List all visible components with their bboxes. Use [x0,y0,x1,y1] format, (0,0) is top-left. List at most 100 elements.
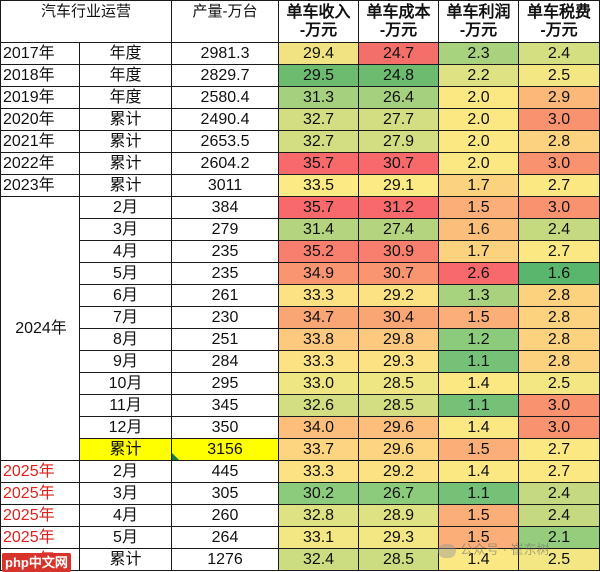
cost-cell: 29.3 [358,350,440,373]
revenue-cell: 32.7 [278,130,360,153]
table-row: 2025年 3月 305 30.2 26.7 1.1 2.4 [0,482,600,505]
period-cell: 累计 [78,174,173,197]
revenue-cell: 34.9 [278,262,360,285]
tax-cell: 2.8 [518,130,600,153]
period-cell: 3月 [78,218,173,241]
tax-cell: 2.7 [518,174,600,197]
profit-cell: 1.5 [438,438,520,461]
table-row: 2022年 累计 2604.2 35.7 30.7 2.0 3.0 [0,152,600,175]
table-row: 9月 284 33.3 29.3 1.1 2.8 [1,350,600,373]
profit-cell: 1.5 [438,504,520,527]
header-row: 汽车行业运营 产量-万台 单车收入 -万元 单车成本 -万元 单车利润 -万元 … [0,0,600,43]
production-cell: 295 [171,372,280,395]
tax-cell: 2.8 [518,350,600,373]
cost-cell: 28.5 [358,372,440,395]
period-cell: 4月 [78,240,173,263]
profit-cell: 1.1 [438,350,520,373]
tax-cell: 1.6 [518,262,600,285]
revenue-cell: 33.3 [278,350,360,373]
production-cell: 2653.5 [171,130,280,153]
profit-cell: 1.4 [438,460,520,483]
production-cell: 251 [171,328,280,351]
year-cell: 2019年 [0,86,80,109]
table-row: 10月 295 33.0 28.5 1.4 2.5 [1,372,600,395]
production-cell: 3011 [171,174,280,197]
tax-cell: 2.8 [518,284,600,307]
table-row: 12月 350 34.0 29.6 1.4 3.0 [1,416,600,439]
tax-cell: 2.5 [518,548,600,571]
profit-cell: 1.4 [438,372,520,395]
revenue-cell: 35.7 [278,196,360,219]
production-cell: 2981.3 [171,42,280,65]
profit-cell: 1.5 [438,306,520,329]
table-title: 汽车行业运营 [0,0,173,43]
production-cell: 2829.7 [171,64,280,87]
year-cell: 2023年 [0,174,80,197]
year-cell: 2025年 [0,504,80,527]
tax-cell: 3.0 [518,152,600,175]
table-row: 6月 261 33.3 29.2 1.3 2.8 [1,284,600,307]
production-cell: 230 [171,306,280,329]
period-cell: 4月 [78,504,173,527]
year-cell: 2025年 [0,460,80,483]
production-cell: 235 [171,240,280,263]
revenue-cell: 33.7 [278,438,360,461]
profit-cell: 1.6 [438,218,520,241]
profit-cell: 1.7 [438,174,520,197]
revenue-cell: 35.7 [278,152,360,175]
profit-cell: 1.4 [438,416,520,439]
tax-cell: 3.0 [518,196,600,219]
period-cell: 7月 [78,306,173,329]
period-cell: 10月 [78,372,173,395]
production-cell: 235 [171,262,280,285]
production-value: 3156 [207,440,243,458]
cost-cell: 27.7 [358,108,440,131]
production-cell: 284 [171,350,280,373]
revenue-cell: 33.3 [278,460,360,483]
period-cell: 5月 [78,526,173,549]
period-cell: 9月 [78,350,173,373]
tax-cell: 2.4 [518,42,600,65]
table-row: 7月 230 34.7 30.4 1.5 2.8 [1,306,600,329]
revenue-cell: 29.5 [278,64,360,87]
cost-cell: 24.8 [358,64,440,87]
site-watermark: php中文网 [2,553,71,572]
tax-cell: 2.7 [518,438,600,461]
col-header-revenue: 单车收入 -万元 [278,0,360,43]
production-cell: 2490.4 [171,108,280,131]
table-row: 2019年 年度 2580.4 31.3 26.4 2.0 2.9 [0,86,600,109]
period-cell: 12月 [78,416,173,439]
period-cell: 累计 [78,152,173,175]
profit-cell: 1.1 [438,482,520,505]
tax-cell: 2.7 [518,460,600,483]
cost-cell: 24.7 [358,42,440,65]
year-cell: 2025年 [0,526,80,549]
cost-cell: 28.5 [358,394,440,417]
profit-cell: 1.4 [438,548,520,571]
cost-cell: 31.2 [358,196,440,219]
cell-comment-marker [172,453,180,460]
revenue-cell: 35.2 [278,240,360,263]
production-cell: 350 [171,416,280,439]
table-row: 5月 235 34.9 30.7 2.6 1.6 [1,262,600,285]
production-cell: 384 [171,196,280,219]
revenue-cell: 34.7 [278,306,360,329]
production-cell: 2580.4 [171,86,280,109]
production-cell: 260 [171,504,280,527]
col-header-tax: 单车税费 -万元 [518,0,600,43]
production-cell: 264 [171,526,280,549]
revenue-cell: 33.3 [278,284,360,307]
profit-cell: 2.2 [438,64,520,87]
profit-cell: 2.0 [438,130,520,153]
tax-cell: 3.0 [518,416,600,439]
tax-cell: 2.5 [518,64,600,87]
tax-cell: 3.0 [518,394,600,417]
year-cell: 2017年 [0,42,80,65]
cost-cell: 30.7 [358,152,440,175]
cost-cell: 29.6 [358,438,440,461]
period-cell: 累计 [78,130,173,153]
production-cell: 2604.2 [171,152,280,175]
period-cell: 2月 [78,460,173,483]
revenue-cell: 32.7 [278,108,360,131]
table-row: 4月 235 35.2 30.9 1.7 2.7 [1,240,600,263]
